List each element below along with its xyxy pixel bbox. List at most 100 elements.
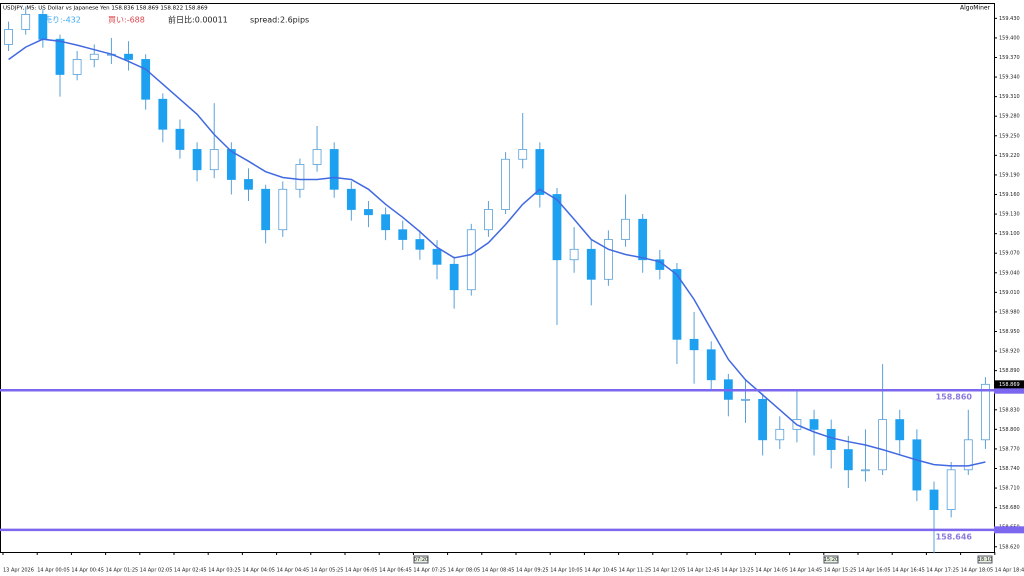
level-tag	[994, 526, 1024, 534]
spread-info: spread:2.6pips	[250, 16, 309, 25]
candle-body	[89, 53, 99, 60]
time-marker: 07:20	[414, 557, 428, 563]
candle-body	[158, 98, 168, 130]
x-tick-label: 14 Apr 13:25	[721, 568, 754, 574]
y-tick-label: 158.800	[999, 427, 1020, 433]
x-tick-label: 14 Apr 02:05	[140, 568, 173, 574]
y-tick-label: 159.340	[999, 75, 1020, 81]
candle-body	[38, 14, 48, 40]
x-tick-label: 14 Apr 16:05	[858, 568, 891, 574]
candle-body	[946, 469, 956, 510]
x-tick-label: 14 Apr 04:45	[277, 568, 310, 574]
time-marker-box	[823, 555, 839, 564]
candle-body	[72, 59, 82, 75]
x-tick-label: 14 Apr 10:45	[584, 568, 617, 574]
candle-body	[261, 188, 271, 231]
brand: AlgoMiner	[960, 5, 991, 12]
candle-body	[484, 209, 493, 231]
x-tick-label: 14 Apr 00:45	[71, 568, 104, 574]
x-tick-label: 14 Apr 03:25	[208, 568, 241, 574]
y-tick-label: 159.040	[999, 270, 1020, 276]
candle-body	[432, 248, 442, 265]
sell-info: 売り:-432	[44, 15, 81, 25]
time-marker-box	[977, 555, 993, 564]
y-tick-label: 158.740	[999, 466, 1020, 472]
y-tick-label: 159.310	[999, 94, 1020, 100]
y-tick-label: 158.980	[999, 309, 1020, 315]
level-tag	[994, 386, 1024, 394]
y-tick-label: 159.280	[999, 114, 1020, 120]
candle-body	[758, 398, 768, 441]
candle-body	[312, 149, 322, 165]
y-tick-label: 158.620	[999, 544, 1020, 550]
y-tick-label: 159.250	[999, 133, 1020, 139]
x-tick-label: 14 Apr 06:05	[345, 568, 378, 574]
candle-body	[415, 239, 425, 250]
candle-body	[861, 469, 870, 472]
x-tick-label: 14 Apr 12:45	[687, 568, 720, 574]
y-tick-label: 158.890	[999, 368, 1020, 374]
candle-body	[21, 14, 31, 30]
candle-body	[398, 229, 408, 240]
last-price-tag	[994, 380, 1024, 389]
last-price-label: 158.869	[999, 382, 1020, 388]
candle-body	[689, 338, 699, 351]
x-tick-label: 14 Apr 04:05	[242, 568, 275, 574]
candle-body	[175, 128, 185, 150]
candle-body	[209, 149, 219, 171]
candle-body	[124, 53, 133, 60]
y-tick-label: 159.100	[999, 231, 1020, 237]
y-tick-label: 158.770	[999, 446, 1020, 452]
candle-body	[963, 439, 973, 471]
candle-body	[501, 158, 510, 210]
x-tick-label: 14 Apr 00:05	[37, 568, 70, 574]
y-tick-label: 159.370	[999, 55, 1020, 61]
candle-body	[809, 419, 819, 430]
candle-body	[843, 449, 853, 471]
candle-body	[912, 439, 922, 491]
x-tick-label: 14 Apr 18:05	[961, 568, 994, 574]
x-tick-label: 14 Apr 05:25	[311, 568, 344, 574]
moving-average	[8, 38, 986, 467]
y-tick-label: 159.190	[999, 172, 1020, 178]
candle-body	[586, 248, 596, 280]
candle-body	[244, 179, 253, 190]
candle-body	[535, 149, 545, 195]
candle-body	[192, 149, 202, 171]
x-tick-label: 14 Apr 08:45	[482, 568, 515, 574]
x-tick-label: 14 Apr 14:45	[790, 568, 823, 574]
candle-body	[364, 209, 373, 216]
candle-body	[141, 59, 151, 100]
candle-body	[741, 398, 750, 401]
candle-body	[878, 419, 888, 471]
time-marker: 15:20	[824, 557, 838, 563]
x-tick-label: 14 Apr 02:45	[174, 568, 207, 574]
candle-body	[4, 29, 13, 45]
x-tick-label: 14 Apr 07:25	[413, 568, 446, 574]
x-tick-label: 14 Apr 06:45	[379, 568, 412, 574]
level-label: 158.860	[936, 393, 973, 402]
candle-body	[981, 383, 990, 441]
x-tick-label: 14 Apr 18:45	[995, 568, 1024, 574]
y-tick-label: 159.160	[999, 192, 1020, 198]
y-tick-label: 158.710	[999, 486, 1020, 492]
buy-info: 買い:-688	[108, 16, 145, 25]
x-tick-label: 14 Apr 01:25	[106, 568, 139, 574]
y-tick-label: 158.830	[999, 407, 1020, 413]
candle-body	[55, 38, 65, 75]
x-tick-label: 13 Apr 2026	[3, 568, 34, 574]
candle-body	[466, 229, 476, 291]
x-tick-label: 14 Apr 12:05	[653, 568, 686, 574]
x-tick-label: 14 Apr 16:45	[892, 568, 925, 574]
x-tick-label: 14 Apr 08:05	[448, 568, 481, 574]
candle-body	[775, 428, 785, 441]
x-tick-label: 14 Apr 14:05	[755, 568, 788, 574]
candle-body	[929, 489, 939, 510]
candle-body	[552, 194, 562, 261]
y-tick-label: 159.220	[999, 153, 1020, 159]
x-tick-label: 14 Apr 11:25	[619, 568, 652, 574]
chart-title: USDJPY, M5: US Dollar vs Japanese Yen 15…	[3, 6, 208, 12]
y-tick-label: 159.130	[999, 212, 1020, 218]
candle-body	[638, 218, 648, 261]
